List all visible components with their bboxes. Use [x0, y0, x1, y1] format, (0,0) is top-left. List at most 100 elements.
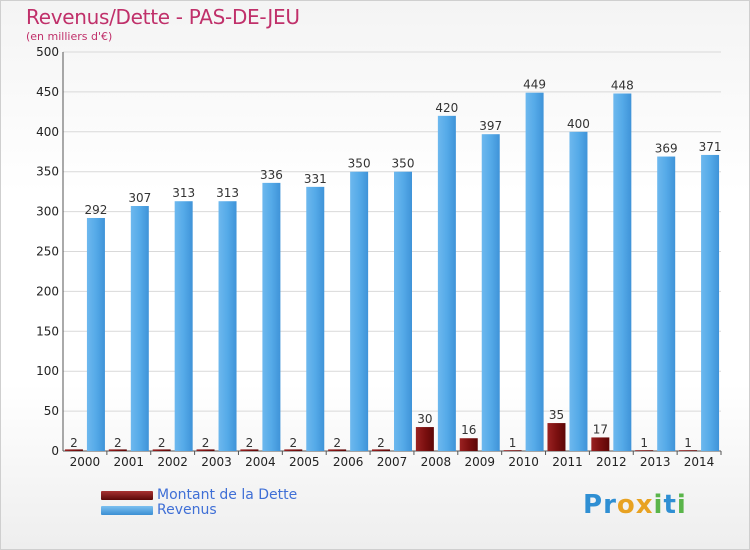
data-label-dette: 17 [593, 422, 608, 436]
bar-revenus [701, 154, 720, 451]
bar-revenus [437, 115, 456, 451]
bar-dette [415, 427, 434, 451]
y-tick-label: 450 [36, 85, 59, 99]
bar-dette [196, 449, 215, 451]
bar-dette [108, 449, 127, 451]
x-tick-label: 2003 [201, 455, 232, 469]
data-label-revenus: 449 [523, 78, 546, 92]
x-tick-label: 2010 [508, 455, 539, 469]
x-tick-label: 2001 [114, 455, 145, 469]
y-tick-label: 250 [36, 245, 59, 259]
x-tick-label: 2009 [464, 455, 495, 469]
bar-dette [328, 449, 347, 451]
bar-revenus [306, 186, 325, 451]
bar-revenus [86, 217, 105, 451]
bar-revenus [569, 131, 588, 452]
x-tick-label: 2002 [157, 455, 188, 469]
bar-dette [284, 449, 303, 451]
data-label-revenus: 448 [611, 78, 634, 92]
y-tick-label: 200 [36, 284, 59, 298]
x-tick-label: 2014 [684, 455, 715, 469]
y-tick-label: 50 [44, 404, 59, 418]
bar-dette [372, 449, 390, 451]
data-label-revenus: 331 [304, 172, 327, 186]
data-label-dette: 2 [202, 436, 210, 450]
bar-revenus [394, 171, 412, 451]
data-label-revenus: 307 [128, 191, 151, 205]
data-label-revenus: 369 [655, 142, 678, 156]
data-label-dette: 16 [461, 423, 476, 437]
bar-revenus [130, 206, 149, 451]
bar-dette [635, 450, 654, 452]
bar-dette [503, 450, 522, 452]
bar-revenus [350, 171, 369, 451]
bar-dette [679, 450, 698, 452]
bar-revenus [218, 201, 237, 451]
chart-title: Revenus/Dette - PAS-DE-JEU [26, 5, 300, 29]
x-tick-label: 2012 [596, 455, 627, 469]
logo-letter: P [583, 490, 604, 520]
data-label-revenus: 350 [348, 157, 371, 171]
bar-revenus [657, 156, 676, 451]
bar-dette [64, 449, 83, 451]
data-label-revenus: 313 [172, 186, 195, 200]
data-label-dette: 2 [114, 436, 122, 450]
data-label-revenus: 336 [260, 168, 283, 182]
data-label-revenus: 400 [567, 117, 590, 131]
data-label-dette: 1 [509, 436, 517, 450]
logo-letter: t [663, 490, 677, 520]
data-label-revenus: 313 [216, 186, 239, 200]
bar-revenus [481, 134, 500, 451]
x-tick-label: 2007 [377, 455, 408, 469]
legend-item-dette: Montant de la Dette [101, 487, 298, 503]
bar-dette [152, 449, 171, 451]
bar-dette [591, 437, 610, 451]
y-tick-label: 100 [36, 364, 59, 378]
logo-letter: o [616, 490, 636, 520]
y-tick-label: 400 [36, 125, 59, 139]
bar-revenus [262, 182, 281, 451]
data-label-dette: 1 [640, 436, 648, 450]
legend-swatch-revenus [101, 505, 153, 515]
data-label-revenus: 292 [84, 203, 107, 217]
x-tick-label: 2005 [289, 455, 320, 469]
logo-letter: r [603, 490, 617, 520]
x-tick-label: 2008 [421, 455, 452, 469]
bar-dette [547, 423, 566, 451]
data-label-dette: 2 [246, 436, 254, 450]
data-label-dette: 2 [158, 436, 166, 450]
legend-swatch-dette [101, 490, 153, 500]
x-tick-label: 2006 [333, 455, 364, 469]
data-label-dette: 2 [70, 436, 78, 450]
y-tick-label: 0 [51, 444, 59, 458]
logo-letter: x [635, 490, 654, 520]
data-label-revenus: 420 [435, 101, 458, 115]
bar-dette [459, 438, 478, 451]
bar-revenus [525, 92, 544, 451]
data-label-dette: 1 [684, 436, 692, 450]
y-tick-label: 350 [36, 165, 59, 179]
logo-letter: i [653, 490, 664, 520]
bar-revenus [174, 201, 193, 451]
y-tick-label: 300 [36, 205, 59, 219]
legend-label-revenus: Revenus [157, 502, 217, 518]
logo-letter: i [676, 490, 687, 520]
x-tick-label: 2004 [245, 455, 276, 469]
data-label-revenus: 371 [699, 140, 722, 154]
y-tick-label: 500 [36, 45, 59, 59]
bar-dette [240, 449, 259, 451]
x-tick-label: 2011 [552, 455, 583, 469]
data-label-dette: 2 [289, 436, 297, 450]
data-label-dette: 30 [417, 412, 432, 426]
x-tick-label: 2013 [640, 455, 671, 469]
chart-subtitle: (en milliers d'€) [26, 30, 113, 43]
y-tick-label: 150 [36, 324, 59, 338]
legend-label-dette: Montant de la Dette [157, 487, 298, 503]
data-label-dette: 2 [333, 436, 341, 450]
data-label-revenus: 397 [479, 119, 502, 133]
data-label-revenus: 350 [392, 157, 415, 171]
legend-item-revenus: Revenus [101, 502, 217, 518]
bar-revenus [613, 93, 632, 451]
